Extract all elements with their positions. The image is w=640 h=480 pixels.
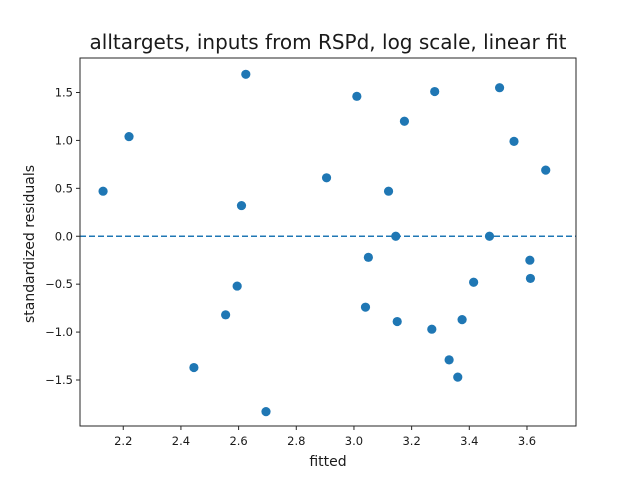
x-tick-label: 2.8 [287, 434, 305, 448]
x-tick-label: 2.4 [172, 434, 190, 448]
chart-title: alltargets, inputs from RSPd, log scale,… [90, 30, 567, 54]
plot-area [79, 57, 577, 427]
data-point [399, 116, 410, 126]
data-point [391, 231, 401, 241]
data-point [484, 231, 495, 241]
data-point [360, 302, 371, 312]
y-tick-label: −1.5 [45, 373, 73, 387]
x-tick-label: 3.0 [345, 434, 363, 448]
data-point [124, 131, 134, 142]
y-tick-label: 0.5 [55, 181, 73, 195]
data-point [494, 83, 505, 93]
data-point [383, 186, 394, 196]
y-tick-label: −1.0 [45, 325, 73, 339]
data-point [98, 186, 108, 196]
x-axis-label: fitted [309, 454, 346, 470]
x-tick-label: 2.2 [114, 434, 132, 448]
data-point [453, 372, 463, 382]
data-point [392, 316, 402, 327]
data-point [363, 252, 373, 262]
data-point [430, 86, 440, 97]
data-point [427, 324, 437, 334]
y-tick-label: −0.5 [45, 277, 73, 291]
plot-frame [79, 57, 577, 427]
x-axis: 2.2 2.4 2.6 2.8 3.0 3.2 3.4 3.6 [114, 426, 536, 448]
data-point [261, 407, 271, 417]
data-point [352, 91, 362, 101]
data-point [457, 315, 467, 325]
y-tick-label: 0.0 [55, 229, 73, 243]
x-tick-label: 3.4 [460, 434, 478, 448]
data-point [525, 273, 536, 284]
x-tick-label: 2.6 [229, 434, 247, 448]
data-point [509, 136, 519, 146]
y-tick-label: 1.0 [55, 133, 73, 147]
data-point [241, 69, 251, 79]
data-point [525, 255, 535, 265]
data-point [321, 173, 332, 183]
data-point [189, 362, 199, 373]
data-point [232, 281, 242, 291]
y-axis-label: standardized residuals [22, 165, 38, 323]
x-tick-label: 3.6 [518, 434, 536, 448]
data-point [541, 165, 551, 175]
data-point [221, 310, 231, 320]
y-tick-label: 1.5 [55, 86, 73, 100]
x-tick-label: 3.2 [402, 434, 420, 448]
data-point [236, 200, 247, 211]
data-point [469, 277, 479, 287]
y-axis: −1.5 −1.0 −0.5 0.0 0.5 1.0 1.5 [45, 86, 80, 387]
data-points [98, 69, 551, 417]
data-point [444, 355, 454, 365]
